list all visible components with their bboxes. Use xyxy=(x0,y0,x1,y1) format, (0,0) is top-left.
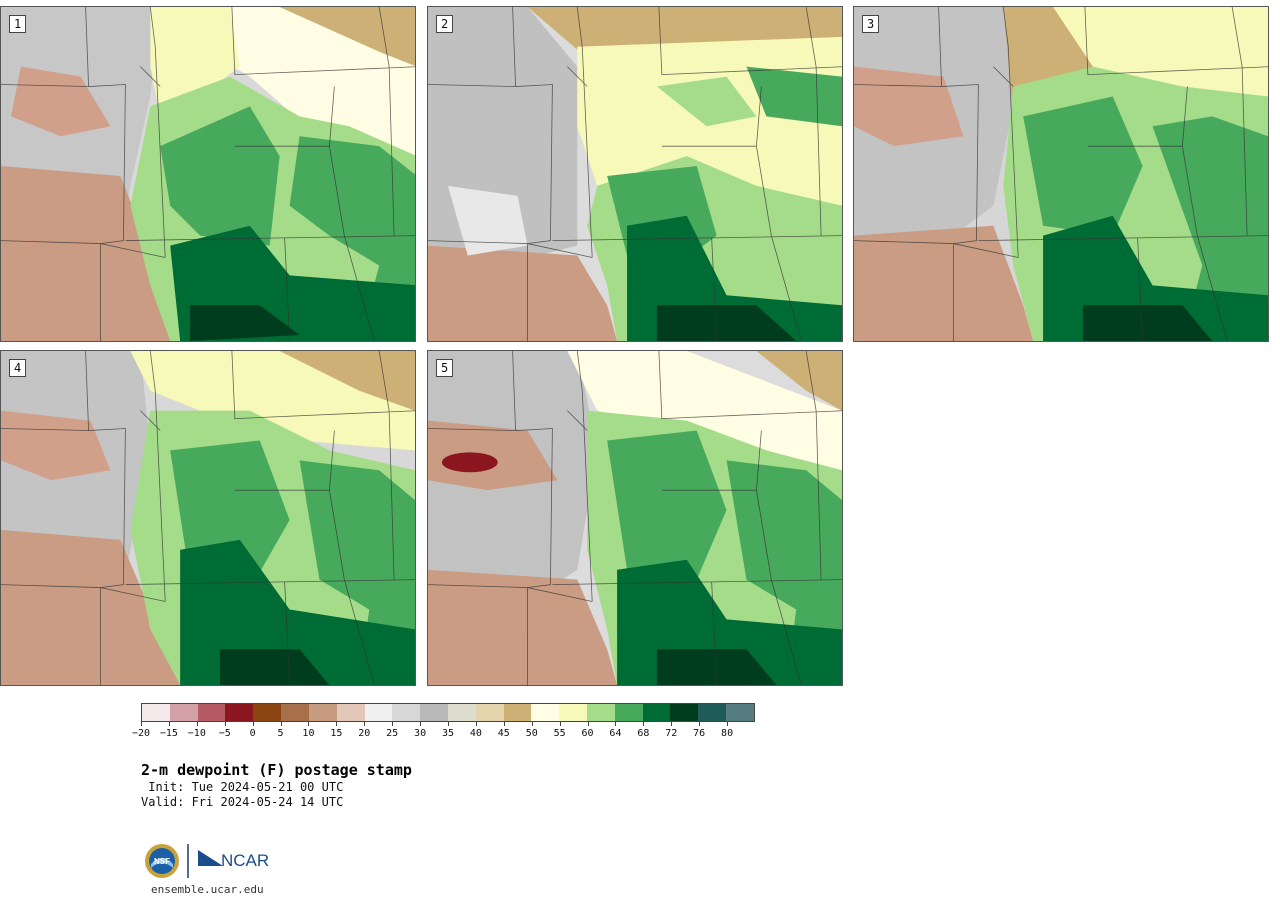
colorbar-tick-mark xyxy=(196,722,198,726)
colorbar-tick-mark xyxy=(699,722,701,726)
colorbar-tick-mark xyxy=(308,722,310,726)
colorbar-tick-label: 25 xyxy=(386,728,399,739)
colorbar-swatch xyxy=(503,704,532,721)
colorbar-tick-label: 72 xyxy=(665,728,678,739)
colorbar-tick-mark xyxy=(420,722,422,726)
colorbar-tick-mark xyxy=(531,722,533,726)
panel-number: 3 xyxy=(862,15,880,33)
stamp-panel-5: 5 xyxy=(427,350,843,686)
ncar-logo-icon: NCAR xyxy=(198,850,269,870)
colorbar-tick-mark xyxy=(643,722,645,726)
panel-number: 2 xyxy=(436,15,454,33)
colorbar-swatch xyxy=(253,704,282,721)
colorbar-tick-mark xyxy=(141,722,142,726)
colorbar-tick-label: 20 xyxy=(358,728,371,739)
colorbar-tick-label: 68 xyxy=(637,728,650,739)
colorbar-tick-label: 15 xyxy=(330,728,343,739)
colorbar-swatch xyxy=(642,704,671,721)
colorbar-swatch xyxy=(392,704,421,721)
colorbar-tick-label: −10 xyxy=(187,728,206,739)
colorbar-swatch xyxy=(559,704,587,721)
panel-number: 1 xyxy=(9,15,27,33)
dewpoint-map xyxy=(1,351,415,685)
colorbar-tick-label: 50 xyxy=(525,728,538,739)
dewpoint-map xyxy=(428,351,842,685)
figure-title: 2-m dewpoint (F) postage stamp xyxy=(141,761,412,779)
colorbar-tick-mark xyxy=(475,722,477,726)
colorbar-swatch xyxy=(698,704,727,721)
colorbar-tick-label: 0 xyxy=(249,728,256,739)
colorbar-tick-label: 76 xyxy=(693,728,706,739)
colorbar-swatch xyxy=(726,704,754,721)
valid-time: Valid: Fri 2024-05-24 14 UTC xyxy=(141,795,344,809)
colorbar-swatch xyxy=(225,704,254,721)
colorbar-tick-mark xyxy=(587,722,589,726)
nsf-seal-icon: NSF xyxy=(145,844,179,878)
colorbar-swatch xyxy=(364,704,393,721)
colorbar-tick-label: −20 xyxy=(131,728,151,739)
colorbar-tick-label: 80 xyxy=(721,728,734,739)
colorbar-swatch xyxy=(336,704,365,721)
colorbar-swatch xyxy=(670,704,699,721)
colorbar-tick-label: 45 xyxy=(497,728,510,739)
dewpoint-map xyxy=(428,7,842,341)
colorbar-swatch xyxy=(614,704,643,721)
colorbar-tick-mark xyxy=(559,722,561,726)
colorbar-swatch xyxy=(142,704,170,721)
colorbar-swatch xyxy=(281,704,309,721)
colorbar xyxy=(141,703,755,722)
panel-number: 4 xyxy=(9,359,27,377)
colorbar-swatch xyxy=(197,704,226,721)
colorbar-swatch xyxy=(475,704,504,721)
colorbar-swatch xyxy=(169,704,198,721)
dewpoint-map xyxy=(854,7,1268,341)
colorbar-tick-mark xyxy=(671,722,673,726)
colorbar-tick-mark xyxy=(252,722,254,726)
colorbar-tick-label: 55 xyxy=(553,728,566,739)
stamp-panel-2: 2 xyxy=(427,6,843,342)
colorbar-tick-mark xyxy=(224,722,226,726)
dewpoint-map xyxy=(1,7,415,341)
colorbar-swatch xyxy=(308,704,337,721)
svg-text:NSF: NSF xyxy=(154,857,170,866)
colorbar-tick-mark xyxy=(336,722,338,726)
colorbar-tick-mark xyxy=(727,722,729,726)
colorbar-tick-mark xyxy=(448,722,449,726)
colorbar-tick-label: 60 xyxy=(581,728,594,739)
colorbar-tick-mark xyxy=(280,722,282,726)
colorbar-tick-mark xyxy=(392,722,394,726)
colorbar-tick-label: 10 xyxy=(302,728,315,739)
colorbar-tick-label: 40 xyxy=(469,728,482,739)
colorbar-tick-mark xyxy=(615,722,617,726)
colorbar-tick-mark xyxy=(364,722,366,726)
colorbar-tick-label: 64 xyxy=(609,728,622,739)
colorbar-ticks: −20 −15 −10 −5 0 5 10 15 20 25 30 35 40 45 50 55 60 64 68 7… xyxy=(132,722,755,742)
stamp-panel-1: 1 xyxy=(0,6,416,342)
site-url: ensemble.ucar.edu xyxy=(151,883,264,896)
colorbar-swatch xyxy=(587,704,615,721)
colorbar-swatch xyxy=(531,704,560,721)
colorbar-tick-mark xyxy=(503,722,505,726)
colorbar-swatch xyxy=(420,704,448,721)
nsf-ncar-logo: NSF NCAR xyxy=(145,844,269,878)
colorbar-tick-label: −5 xyxy=(218,728,231,739)
colorbar-tick-mark xyxy=(168,722,170,726)
panel-number: 5 xyxy=(436,359,454,377)
init-time: Init: Tue 2024-05-21 00 UTC xyxy=(141,780,344,794)
stamp-panel-4: 4 xyxy=(0,350,416,686)
svg-text:NCAR: NCAR xyxy=(221,851,269,870)
stamp-panel-3: 3 xyxy=(853,6,1269,342)
colorbar-tick-label: 30 xyxy=(414,728,427,739)
colorbar-tick-label: 5 xyxy=(277,728,284,739)
colorbar-swatch xyxy=(447,704,476,721)
colorbar-tick-label: −15 xyxy=(159,728,178,739)
colorbar-tick-label: 35 xyxy=(441,728,455,739)
